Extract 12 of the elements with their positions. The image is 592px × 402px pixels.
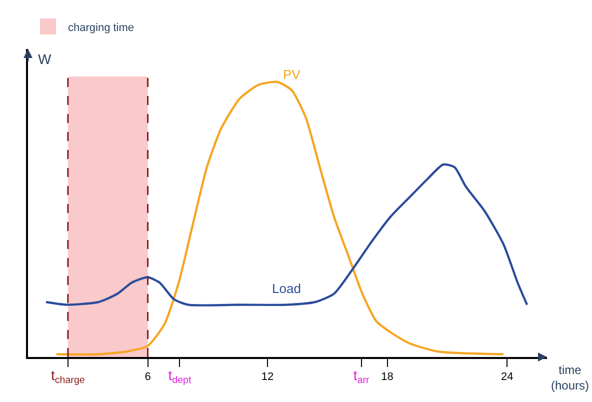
x-tick-label: 24 <box>500 370 514 383</box>
x-tick-label: t$_{charge}$ <box>50 366 86 386</box>
x-tick-label: 6 <box>144 370 151 383</box>
x-tick-label: t$_{arr}$ <box>353 366 370 386</box>
x-axis-title: time (hours) <box>551 363 590 393</box>
legend-label: charging time <box>68 22 134 34</box>
x-tick-label: 18 <box>381 370 394 383</box>
x-tick-label: 12 <box>261 370 274 383</box>
y-axis-title: W <box>38 51 52 67</box>
series-label: PV <box>283 67 301 82</box>
series-label: Load <box>272 281 301 296</box>
x-tick-label: t$_{dept}$ <box>168 366 192 386</box>
